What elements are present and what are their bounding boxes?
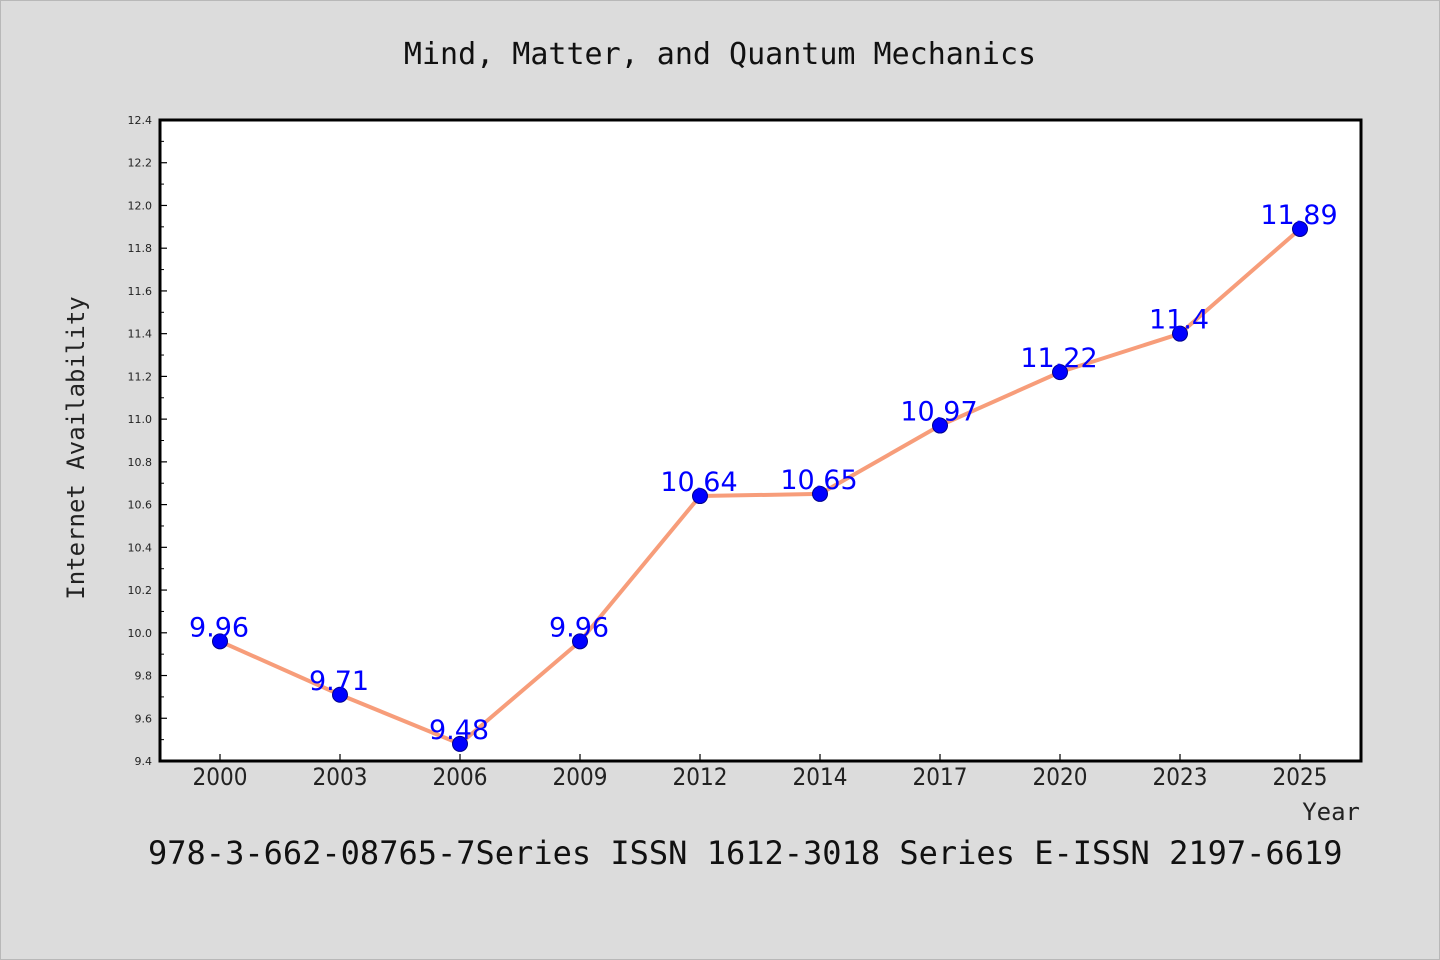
data-labels: 9.96 9.71 9.48 9.96 10.64 10.65 10.97 11.22 11.4… bbox=[189, 200, 1338, 746]
y-tick-label: 11.2 bbox=[128, 370, 153, 383]
data-label: 9.96 bbox=[189, 612, 249, 643]
data-label: 10.64 bbox=[660, 467, 737, 498]
data-label: 9.71 bbox=[309, 666, 369, 697]
data-point bbox=[932, 417, 948, 434]
x-tick-label: 2009 bbox=[553, 763, 608, 791]
y-tick-label: 9.4 bbox=[135, 755, 153, 768]
y-axis-label: Internet Availability bbox=[62, 296, 90, 599]
data-point bbox=[212, 633, 228, 650]
data-label: 9.48 bbox=[429, 715, 489, 746]
data-point bbox=[1172, 325, 1188, 342]
y-axis: 9.4 9.6 9.8 10.0 10.2 10.4 10.6 10.8 11.0 11.2 11.… bbox=[128, 114, 167, 768]
data-label: 11.4 bbox=[1149, 305, 1209, 336]
data-point bbox=[1052, 364, 1068, 381]
data-point bbox=[452, 735, 468, 752]
data-label: 10.97 bbox=[900, 397, 977, 428]
x-tick-label: 2012 bbox=[673, 763, 728, 791]
x-tick-label: 2014 bbox=[793, 763, 848, 791]
y-tick-label: 9.6 bbox=[135, 712, 153, 725]
y-tick-label: 12.0 bbox=[128, 199, 153, 212]
x-tick-label: 2020 bbox=[1033, 763, 1088, 791]
data-label: 9.96 bbox=[549, 612, 609, 643]
y-tick-label: 12.4 bbox=[128, 114, 153, 127]
series-layer bbox=[212, 220, 1308, 752]
x-tick-label: 2003 bbox=[313, 763, 368, 791]
x-tick-label: 2017 bbox=[913, 763, 968, 791]
y-tick-label: 9.8 bbox=[135, 670, 153, 683]
x-tick-label: 2025 bbox=[1273, 763, 1328, 791]
y-tick-label: 12.2 bbox=[128, 157, 153, 170]
data-label: 11.89 bbox=[1260, 200, 1337, 231]
y-tick-label: 11.4 bbox=[128, 328, 153, 341]
x-tick-label: 2000 bbox=[193, 763, 248, 791]
data-point bbox=[332, 686, 348, 703]
x-tick-label: 2006 bbox=[433, 763, 488, 791]
plot-area bbox=[158, 118, 1363, 763]
footer-text: 978-3-662-08765-7Series ISSN 1612-3018 S… bbox=[148, 834, 1342, 872]
x-axis-label: Year bbox=[1302, 798, 1360, 826]
data-point bbox=[1292, 220, 1308, 237]
y-tick-label: 10.2 bbox=[128, 584, 153, 597]
series-line bbox=[218, 226, 1302, 746]
chart-title: Mind, Matter, and Quantum Mechanics bbox=[404, 37, 1036, 72]
data-point bbox=[692, 488, 708, 505]
x-tick-label: 2023 bbox=[1153, 763, 1208, 791]
data-label: 10.65 bbox=[780, 465, 857, 496]
y-tick-label: 10.0 bbox=[128, 627, 153, 640]
data-point bbox=[812, 485, 828, 502]
y-tick-label: 10.8 bbox=[128, 456, 153, 469]
y-tick-label: 10.4 bbox=[128, 541, 153, 554]
x-axis: 2000 2003 2006 2009 2012 2014 2017 2020 2023 2025 bbox=[193, 754, 1328, 791]
y-tick-label: 11.8 bbox=[128, 242, 153, 255]
data-label: 11.22 bbox=[1020, 343, 1097, 374]
y-tick-label: 11.6 bbox=[128, 285, 153, 298]
y-tick-label: 10.6 bbox=[128, 499, 153, 512]
data-point bbox=[572, 633, 588, 650]
y-tick-label: 11.0 bbox=[128, 413, 153, 426]
